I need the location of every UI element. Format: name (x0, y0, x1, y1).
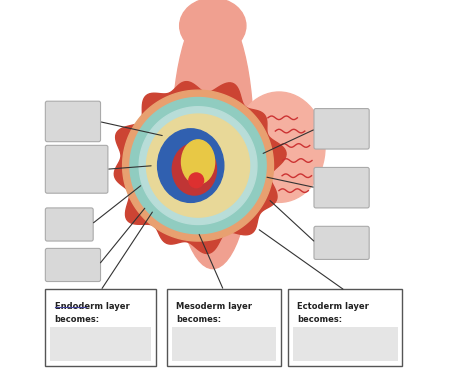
Text: Ectoderm layer: Ectoderm layer (298, 302, 369, 311)
Text: becomes:: becomes: (298, 315, 343, 323)
Ellipse shape (157, 129, 224, 202)
Ellipse shape (180, 0, 246, 53)
FancyBboxPatch shape (50, 327, 151, 361)
FancyBboxPatch shape (172, 327, 276, 361)
FancyBboxPatch shape (46, 248, 101, 282)
Polygon shape (130, 98, 266, 234)
Ellipse shape (233, 92, 325, 202)
FancyBboxPatch shape (293, 327, 398, 361)
Polygon shape (123, 90, 273, 241)
FancyBboxPatch shape (314, 109, 369, 149)
FancyBboxPatch shape (167, 289, 281, 366)
FancyBboxPatch shape (46, 145, 108, 193)
Text: Endoderm layer: Endoderm layer (55, 302, 129, 311)
Ellipse shape (172, 4, 253, 269)
FancyBboxPatch shape (46, 208, 93, 241)
FancyBboxPatch shape (288, 289, 402, 366)
Ellipse shape (172, 144, 217, 195)
Polygon shape (114, 82, 286, 254)
Text: Mesoderm layer: Mesoderm layer (176, 302, 252, 311)
Ellipse shape (189, 173, 203, 188)
Text: becomes:: becomes: (55, 315, 100, 323)
FancyBboxPatch shape (46, 101, 101, 142)
FancyBboxPatch shape (314, 167, 369, 208)
FancyBboxPatch shape (314, 226, 369, 259)
Polygon shape (139, 107, 257, 224)
Text: becomes:: becomes: (176, 315, 221, 323)
Polygon shape (147, 114, 250, 217)
Ellipse shape (182, 140, 215, 184)
FancyBboxPatch shape (46, 289, 156, 366)
